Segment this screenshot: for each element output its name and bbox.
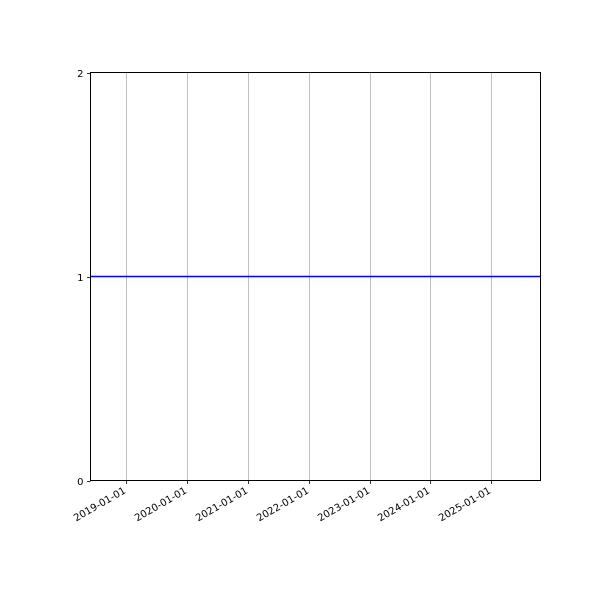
x-tick-label: 2023-01-01 bbox=[316, 486, 372, 525]
y-tick-label: 1 bbox=[77, 273, 83, 284]
y-tick-label: 2 bbox=[77, 69, 83, 80]
y-tick-label: 0 bbox=[77, 477, 83, 488]
x-tick-label: 2021-01-01 bbox=[194, 486, 250, 525]
x-tick-label: 2025-01-01 bbox=[437, 486, 493, 525]
x-tick-label: 2022-01-01 bbox=[255, 486, 311, 525]
x-axis: 2019-01-01 2020-01-01 2021-01-01 2022-01-01… bbox=[72, 480, 493, 525]
x-tick-label: 2024-01-01 bbox=[376, 486, 432, 525]
axes-frame bbox=[90, 72, 541, 481]
y-axis: 0 1 2 bbox=[77, 69, 91, 488]
x-tick-label: 2019-01-01 bbox=[72, 486, 128, 525]
x-tick-label: 2020-01-01 bbox=[133, 486, 189, 525]
